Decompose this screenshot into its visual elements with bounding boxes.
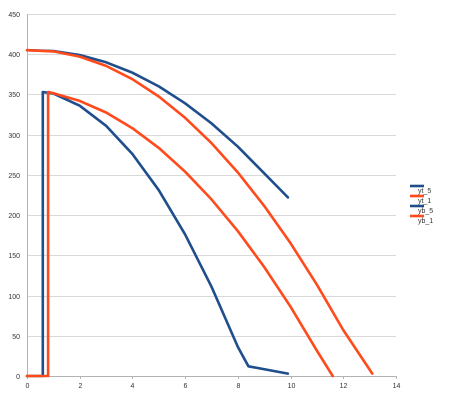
y-tick-label: 100 bbox=[8, 294, 20, 301]
y-tick-label: 0 bbox=[16, 374, 20, 381]
series-line-yt_1 bbox=[25, 90, 334, 378]
y-tick-label: 200 bbox=[8, 213, 20, 220]
y-tick-label: 150 bbox=[8, 253, 20, 260]
legend-label: yb_1 bbox=[418, 218, 433, 225]
legend-label: yt_5 bbox=[418, 188, 431, 195]
y-tick-label: 350 bbox=[8, 92, 20, 99]
series-line-yt_5 bbox=[25, 90, 290, 378]
plot-area bbox=[25, 48, 374, 378]
y-tick-label: 250 bbox=[8, 173, 20, 180]
x-tick-label: 0 bbox=[26, 383, 30, 390]
series-line-yb_1 bbox=[25, 48, 374, 375]
y-tick-label: 450 bbox=[8, 12, 20, 19]
x-tick-label: 4 bbox=[131, 383, 135, 390]
gridlines bbox=[27, 14, 396, 377]
y-tick-label: 50 bbox=[12, 334, 20, 341]
legend: yt_5 yt_1 yb_5 yb_1 bbox=[410, 184, 433, 225]
axes: 0 50 100 150 200 250 300 350 400 450 0 2 4 6 8 10 12 14 bbox=[8, 12, 400, 390]
x-tick-label: 14 bbox=[393, 383, 401, 390]
y-tick-label: 300 bbox=[8, 133, 20, 140]
x-tick-label: 2 bbox=[79, 383, 83, 390]
legend-label: yb_5 bbox=[418, 208, 433, 215]
x-tick-label: 6 bbox=[184, 383, 188, 390]
legend-label: yt_1 bbox=[418, 198, 431, 205]
x-tick-label: 8 bbox=[237, 383, 241, 390]
x-tick-label: 10 bbox=[288, 383, 296, 390]
y-tick-label: 400 bbox=[8, 52, 20, 59]
x-tick-label: 12 bbox=[340, 383, 348, 390]
